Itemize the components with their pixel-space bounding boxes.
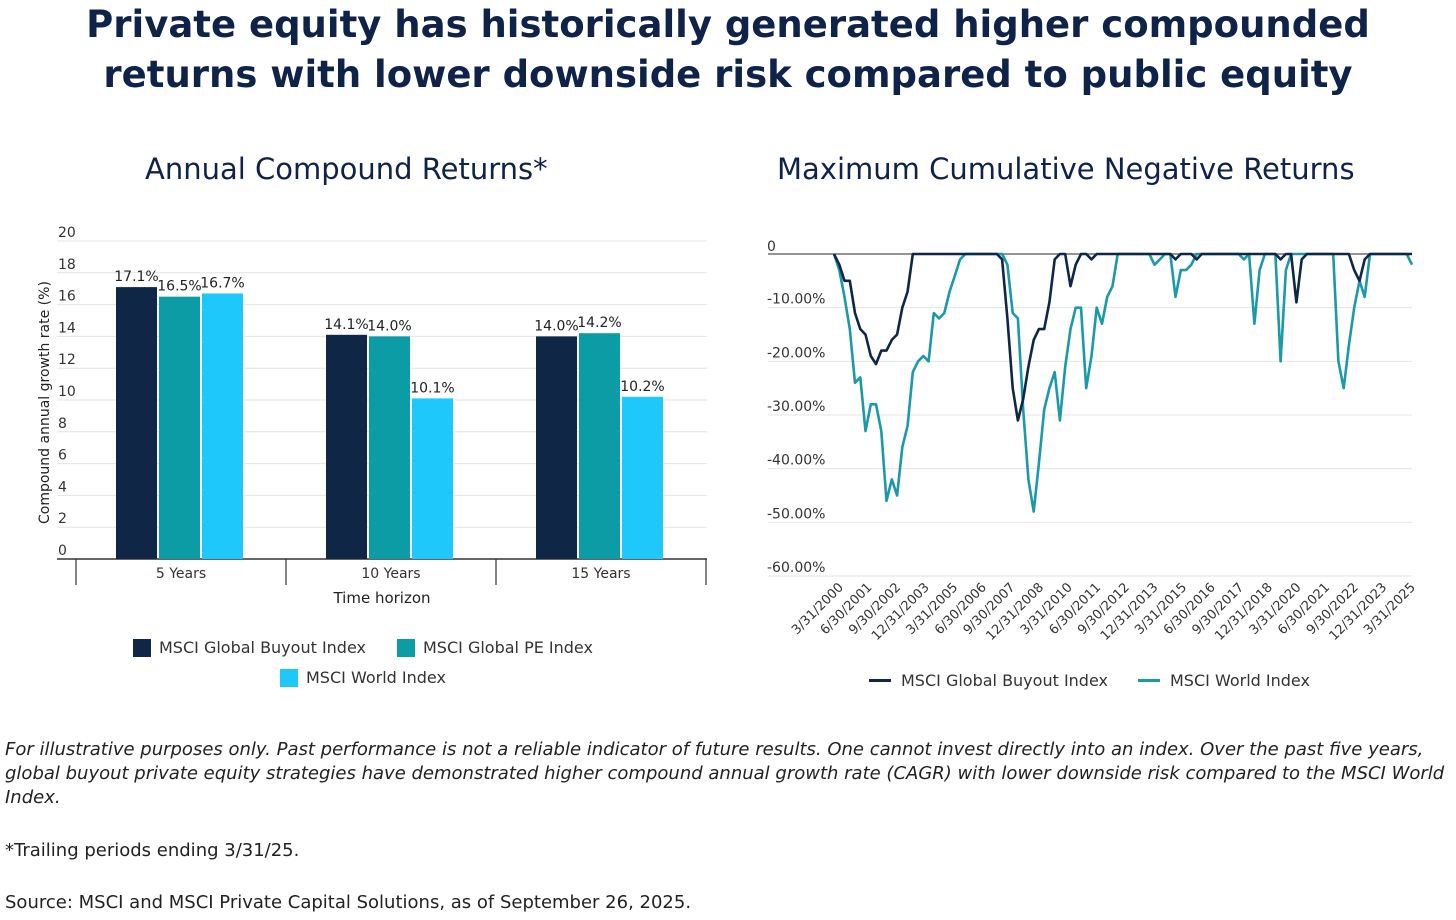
bar [536, 336, 577, 559]
bar-chart-title: Annual Compound Returns* [145, 152, 548, 186]
bar-legend-pe-swatch [397, 638, 415, 657]
y-tick-label: -30.00% [767, 399, 825, 415]
y-axis-label: Compound annual growth rate (%) [37, 281, 53, 524]
y-tick-label: -50.00% [767, 506, 825, 522]
y-tick-label: 20 [58, 225, 76, 241]
y-tick-label: 16 [58, 289, 76, 305]
bar-legend-world-label: MSCI World Index [306, 668, 446, 687]
bar-legend-world: MSCI World Index [280, 668, 446, 687]
y-tick-label: 0 [767, 239, 776, 255]
x-category-label: 5 Years [156, 566, 206, 582]
bar [412, 398, 453, 559]
bar-value-label: 14.0% [367, 318, 411, 334]
line-legend-buyout-label: MSCI Global Buyout Index [901, 671, 1108, 690]
line-chart-title: Maximum Cumulative Negative Returns [777, 152, 1355, 186]
bar-value-label: 16.7% [200, 275, 244, 291]
bar-legend-buyout-swatch [133, 638, 151, 657]
line-legend-buyout-swatch [869, 679, 891, 682]
main-title: Private equity has historically generate… [0, 0, 1456, 100]
y-tick-label: 6 [58, 448, 67, 464]
y-tick-label: 0 [58, 543, 67, 559]
bar-legend-buyout-label: MSCI Global Buyout Index [159, 638, 366, 657]
source-note: Source: MSCI and MSCI Private Capital So… [5, 892, 692, 913]
bar [326, 334, 367, 559]
y-tick-label: -20.00% [767, 345, 825, 361]
y-tick-label: -60.00% [767, 560, 825, 576]
x-axis-label: Time horizon [332, 589, 430, 607]
bar-value-label: 14.0% [534, 318, 578, 334]
bar-value-label: 16.5% [157, 279, 201, 295]
bar-value-label: 14.1% [324, 317, 368, 333]
x-category-label: 15 Years [571, 566, 630, 582]
buyout-line [832, 252, 1412, 422]
bar [579, 333, 620, 559]
bar [202, 293, 243, 559]
y-tick-label: 12 [58, 352, 76, 368]
bar-legend-world-swatch [280, 668, 298, 687]
line-legend-world-swatch [1138, 679, 1160, 682]
y-tick-label: 18 [58, 257, 76, 273]
world-line [832, 252, 1414, 513]
y-tick-label: 8 [58, 416, 67, 432]
bar-value-label: 10.2% [620, 379, 664, 395]
y-tick-label: -40.00% [767, 453, 825, 469]
line-legend-buyout: MSCI Global Buyout Index [869, 671, 1108, 690]
bar-value-label: 17.1% [114, 269, 158, 285]
bar [159, 296, 200, 559]
line-legend-world: MSCI World Index [1138, 671, 1310, 690]
line-legend-world-label: MSCI World Index [1170, 671, 1310, 690]
bar-legend-pe: MSCI Global PE Index [397, 638, 593, 657]
bar [622, 396, 663, 559]
bar-legend-pe-label: MSCI Global PE Index [423, 638, 593, 657]
bar-chart: 0 2 4 6 8 10 12 14 16 18 20 Compound annual growth … [37, 225, 707, 607]
y-tick-label: 4 [58, 479, 67, 495]
bar-legend-buyout: MSCI Global Buyout Index [133, 638, 366, 657]
main-title-line-1: Private equity has historically generate… [86, 3, 1370, 46]
x-category-label: 10 Years [361, 566, 420, 582]
y-tick-label: 14 [58, 320, 76, 336]
main-title-line-2: returns with lower downside risk compare… [103, 53, 1353, 96]
bar [116, 287, 157, 559]
disclaimer-text: For illustrative purposes only. Past per… [5, 739, 1445, 808]
y-tick-label: 10 [58, 384, 76, 400]
bar-value-label: 14.2% [577, 315, 621, 331]
trailing-note: *Trailing periods ending 3/31/25. [5, 840, 300, 861]
bar [369, 336, 410, 559]
line-chart: 0 -10.00% -20.00% -30.00% -40.00% -50.00% -60.… [767, 239, 1419, 644]
y-tick-label: -10.00% [767, 292, 825, 308]
bar-value-label: 10.1% [410, 380, 454, 396]
y-tick-label: 2 [58, 511, 67, 527]
